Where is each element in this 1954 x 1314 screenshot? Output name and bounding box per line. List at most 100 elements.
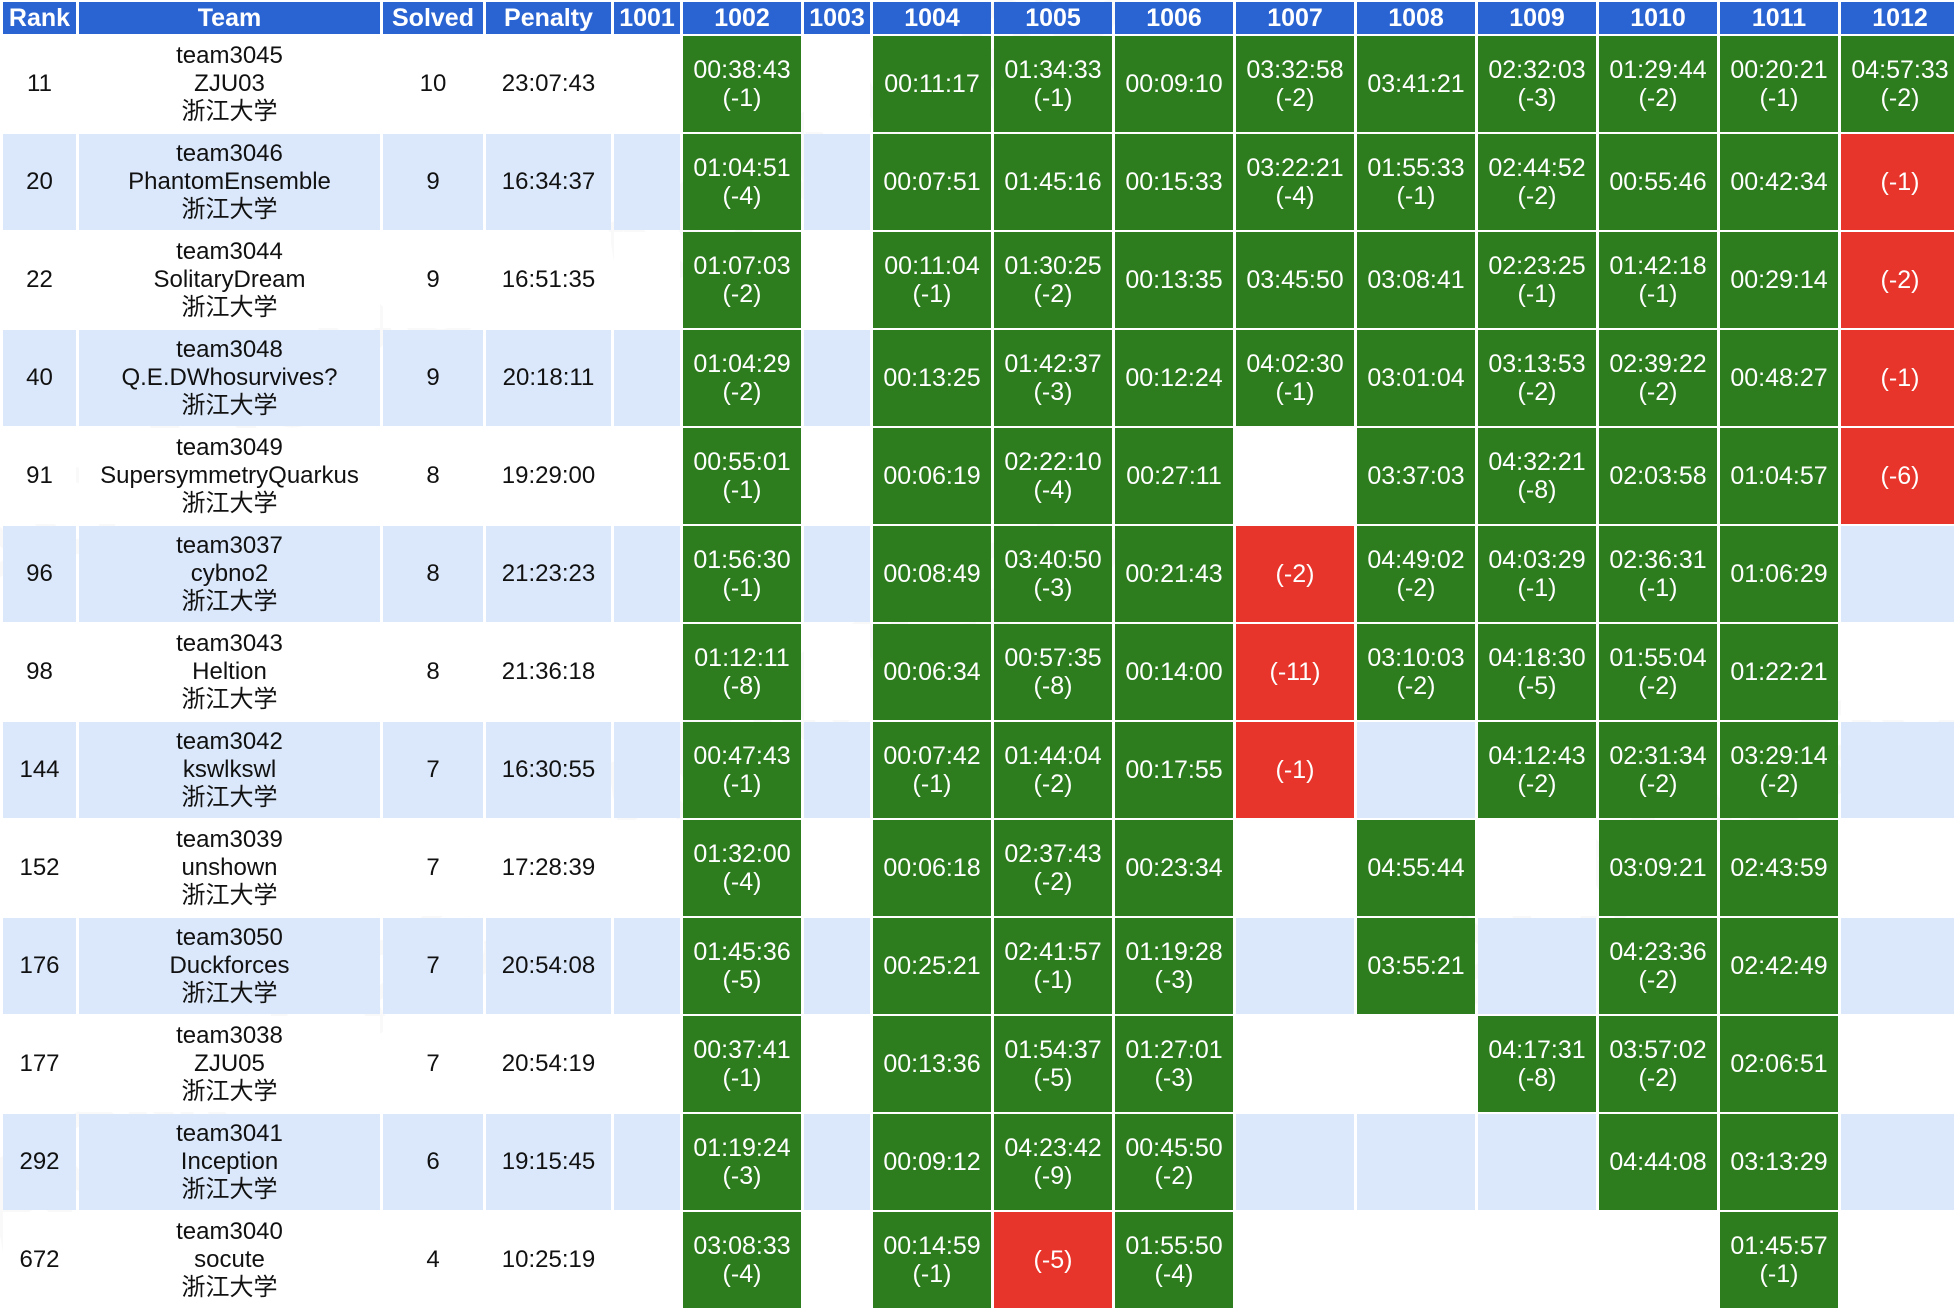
problem-cell-1006: 01:27:01 (-3) xyxy=(1115,1016,1233,1112)
problem-cell-1008: 03:41:21 xyxy=(1357,36,1475,132)
solve-time: 03:55:21 xyxy=(1367,952,1465,980)
team-cell: team3048 Q.E.DWhosurvives? 浙江大学 xyxy=(79,330,380,426)
team-name[interactable]: socute xyxy=(194,1246,265,1273)
team-name[interactable]: SupersymmetryQuarkus xyxy=(100,462,359,489)
table-row: 20 team3046 PhantomEnsemble 浙江大学 9 16:34:37 01… xyxy=(3,134,1954,230)
solve-time: 02:31:34 xyxy=(1609,742,1707,770)
problem-cell-1005: 04:23:42 (-9) xyxy=(994,1114,1112,1210)
column-header-1008[interactable]: 1008 xyxy=(1357,2,1475,34)
team-id: team3042 xyxy=(176,728,283,755)
problem-cell-1009: 04:03:29 (-1) xyxy=(1478,526,1596,622)
team-cell: team3042 kswlkswl 浙江大学 xyxy=(79,722,380,818)
column-header-1009[interactable]: 1009 xyxy=(1478,2,1596,34)
column-header-1007[interactable]: 1007 xyxy=(1236,2,1354,34)
solve-time: 03:29:14 xyxy=(1730,742,1828,770)
team-name[interactable]: cybno2 xyxy=(190,560,269,587)
solve-time: 03:09:21 xyxy=(1609,854,1707,882)
school: 浙江大学 xyxy=(181,1078,278,1105)
column-header-1010[interactable]: 1010 xyxy=(1599,2,1717,34)
team-name[interactable]: kswlkswl xyxy=(182,756,277,783)
team-id: team3050 xyxy=(176,924,283,951)
problem-cell-1003 xyxy=(804,36,870,132)
problem-cell-1001 xyxy=(614,918,680,1014)
solve-time: 00:13:25 xyxy=(883,364,981,392)
team-cell: team3038 ZJU05 浙江大学 xyxy=(79,1016,380,1112)
school: 浙江大学 xyxy=(181,882,278,909)
team-cell: team3046 PhantomEnsemble 浙江大学 xyxy=(79,134,380,230)
problem-cell-1007: (-2) xyxy=(1236,526,1354,622)
problem-cell-1005: (-5) xyxy=(994,1212,1112,1308)
school: 浙江大学 xyxy=(181,392,278,419)
column-header-1006[interactable]: 1006 xyxy=(1115,2,1233,34)
solve-time: 02:23:25 xyxy=(1488,252,1586,280)
team-cell: team3043 Heltion 浙江大学 xyxy=(79,624,380,720)
team-name[interactable]: Duckforces xyxy=(169,952,290,979)
rank-cell: 91 xyxy=(3,428,76,524)
solve-time: 01:27:01 xyxy=(1125,1036,1223,1064)
attempts-count: (-2) xyxy=(1880,84,1920,112)
column-header-team[interactable]: Team xyxy=(79,2,380,34)
problem-cell-1009: 04:32:21 (-8) xyxy=(1478,428,1596,524)
team-name[interactable]: SolitaryDream xyxy=(153,266,306,293)
school: 浙江大学 xyxy=(181,980,278,1007)
team-name[interactable]: Q.E.DWhosurvives? xyxy=(121,364,338,391)
team-name[interactable]: ZJU03 xyxy=(194,70,265,97)
table-row: 292 team3041 Inception 浙江大学 6 19:15:45 01:19:2… xyxy=(3,1114,1954,1210)
column-header-1011[interactable]: 1011 xyxy=(1720,2,1838,34)
problem-cell-1006: 01:55:50 (-4) xyxy=(1115,1212,1233,1308)
column-header-penalty[interactable]: Penalty xyxy=(486,2,611,34)
attempts-count: (-5) xyxy=(1517,672,1557,700)
column-header-solved[interactable]: Solved xyxy=(383,2,483,34)
solve-time: 00:14:59 xyxy=(883,1232,981,1260)
column-header-1002[interactable]: 1002 xyxy=(683,2,801,34)
problem-cell-1002: 01:19:24 (-3) xyxy=(683,1114,801,1210)
problem-cell-1010: 04:44:08 xyxy=(1599,1114,1717,1210)
column-header-1003[interactable]: 1003 xyxy=(804,2,870,34)
team-name[interactable]: PhantomEnsemble xyxy=(128,168,331,195)
solve-time: 01:12:11 xyxy=(694,644,790,672)
solve-time: 00:07:42 xyxy=(883,742,981,770)
penalty-cell: 19:15:45 xyxy=(486,1114,611,1210)
attempts-count: (-1) xyxy=(1880,168,1920,196)
team-id: team3043 xyxy=(176,630,283,657)
team-name[interactable]: Heltion xyxy=(192,658,267,685)
school: 浙江大学 xyxy=(181,490,278,517)
team-name[interactable]: ZJU05 xyxy=(194,1050,265,1077)
team-id: team3045 xyxy=(176,42,283,69)
solved-cell: 7 xyxy=(383,820,483,916)
solved-cell: 7 xyxy=(383,918,483,1014)
problem-cell-1007: (-1) xyxy=(1236,722,1354,818)
problem-cell-1003 xyxy=(804,1212,870,1308)
column-header-1005[interactable]: 1005 xyxy=(994,2,1112,34)
team-name[interactable]: unshown xyxy=(181,854,278,881)
school: 浙江大学 xyxy=(181,294,278,321)
problem-cell-1007 xyxy=(1236,1212,1354,1308)
problem-cell-1008: 03:55:21 xyxy=(1357,918,1475,1014)
attempts-count: (-1) xyxy=(912,1260,952,1288)
problem-cell-1006: 00:09:10 xyxy=(1115,36,1233,132)
column-header-1012[interactable]: 1012 xyxy=(1841,2,1954,34)
problem-cell-1007 xyxy=(1236,1114,1354,1210)
problem-cell-1007: 03:45:50 xyxy=(1236,232,1354,328)
column-header-rank[interactable]: Rank xyxy=(3,2,76,34)
problem-cell-1009: 02:32:03 (-3) xyxy=(1478,36,1596,132)
column-header-1001[interactable]: 1001 xyxy=(614,2,680,34)
attempts-count: (-9) xyxy=(1033,1162,1073,1190)
attempts-count: (-8) xyxy=(1517,1064,1557,1092)
solve-time: 04:55:44 xyxy=(1367,854,1465,882)
attempts-count: (-4) xyxy=(722,182,762,210)
problem-cell-1010: 01:42:18 (-1) xyxy=(1599,232,1717,328)
problem-cell-1001 xyxy=(614,232,680,328)
problem-cell-1002: 01:07:03 (-2) xyxy=(683,232,801,328)
problem-cell-1001 xyxy=(614,330,680,426)
problem-cell-1005: 00:57:35 (-8) xyxy=(994,624,1112,720)
attempts-count: (-3) xyxy=(1033,574,1073,602)
team-name[interactable]: Inception xyxy=(180,1148,279,1175)
team-id: team3038 xyxy=(176,1022,283,1049)
school: 浙江大学 xyxy=(181,686,278,713)
problem-cell-1011: 00:48:27 xyxy=(1720,330,1838,426)
column-header-1004[interactable]: 1004 xyxy=(873,2,991,34)
school: 浙江大学 xyxy=(181,588,278,615)
solve-time: 01:29:44 xyxy=(1609,56,1707,84)
problem-cell-1001 xyxy=(614,624,680,720)
